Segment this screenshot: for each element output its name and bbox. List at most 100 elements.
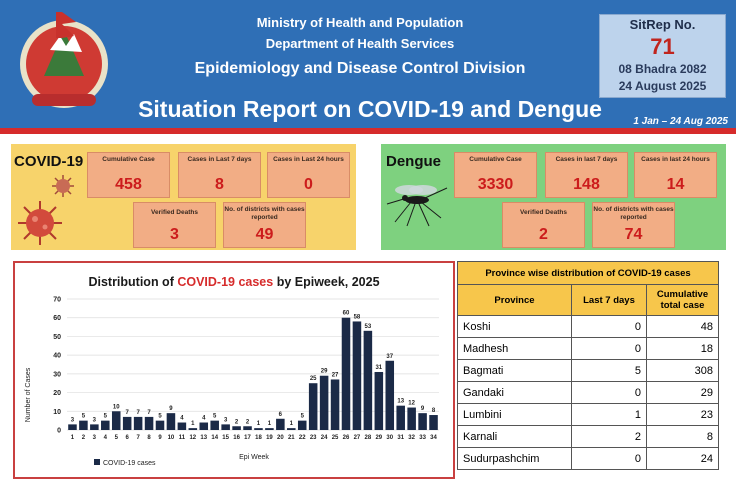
table-row: Lumbini 1 23 <box>457 403 719 426</box>
x-tick-label: 24 <box>321 435 328 441</box>
bar-value-label: 1 <box>191 421 195 427</box>
bar <box>254 428 263 430</box>
bar <box>429 415 438 430</box>
x-tick-label: 1 <box>71 435 75 441</box>
dengue-deaths-box: Verified Deaths 2 <box>502 202 585 248</box>
last7-value: 0 <box>571 381 647 404</box>
table-row: Sudurpashchim 0 24 <box>457 447 719 470</box>
province-name: Lumbini <box>457 403 572 426</box>
x-tick-label: 17 <box>244 435 251 441</box>
bar <box>133 416 143 430</box>
x-tick-label: 7 <box>136 435 140 441</box>
covid-last24-label: Cases in Last 24 hours <box>273 156 344 163</box>
dengue-cumulative-box: Cumulative Case 3330 <box>454 152 537 198</box>
bar <box>265 428 274 430</box>
y-tick-label: 0 <box>57 428 61 435</box>
bar-value-label: 9 <box>169 406 173 412</box>
cumulative-header: Cumulative total case <box>646 284 719 316</box>
bar <box>276 418 285 430</box>
x-tick-label: 33 <box>419 435 426 441</box>
ministry-name: Ministry of Health and Population <box>256 15 464 30</box>
x-tick-label: 27 <box>354 435 361 441</box>
x-tick-label: 2 <box>82 435 86 441</box>
chart-y-ticks: 0 10 20 30 40 50 60 70 <box>53 297 61 435</box>
bar-value-label: 5 <box>213 414 217 420</box>
covid-last7-box: Cases in Last 7 days 8 <box>178 152 261 198</box>
x-tick-label: 3 <box>93 435 97 441</box>
covid-districts-value: 49 <box>255 226 274 243</box>
covid-title: COVID-19 <box>14 153 84 170</box>
cumulative-value: 48 <box>646 315 719 338</box>
chart-title: Distribution of COVID-19 cases by Epiwee… <box>88 275 379 289</box>
covid-last24-value: 0 <box>304 176 313 193</box>
bar-value-label: 1 <box>268 421 272 427</box>
province-name: Gandaki <box>457 381 572 404</box>
table-row: Madhesh 0 18 <box>457 337 719 360</box>
bar-value-label: 5 <box>104 414 108 420</box>
x-tick-label: 5 <box>115 435 119 441</box>
bar <box>101 420 110 430</box>
province-header: Province <box>457 284 572 316</box>
report-header: Ministry of Health and Population Depart… <box>0 0 736 128</box>
bar <box>308 383 318 430</box>
table-row: Koshi 0 48 <box>457 315 719 338</box>
dengue-cumulative-label: Cumulative Case <box>469 156 522 163</box>
dengue-deaths-label: Verified Deaths <box>520 209 567 216</box>
covid-last7-label: Cases in Last 7 days <box>187 156 252 163</box>
x-tick-label: 34 <box>430 435 437 441</box>
nepal-emblem-icon <box>20 12 108 108</box>
y-tick-label: 70 <box>53 297 61 304</box>
x-tick-label: 12 <box>189 435 196 441</box>
covid-cumulative-label: Cumulative Case <box>102 156 155 163</box>
bar <box>418 413 427 430</box>
bar <box>287 428 296 430</box>
x-tick-label: 21 <box>288 435 295 441</box>
cumulative-value: 308 <box>646 359 719 382</box>
y-tick-label: 40 <box>53 353 61 360</box>
bar <box>177 422 187 430</box>
dengue-districts-value: 74 <box>624 226 643 243</box>
cumulative-value: 18 <box>646 337 719 360</box>
report-title: Situation Report on COVID-19 and Dengue <box>138 96 602 122</box>
last7-value: 0 <box>571 447 647 470</box>
x-tick-label: 6 <box>126 435 130 441</box>
virus-icon <box>52 175 74 197</box>
bar-value-label: 5 <box>301 414 305 420</box>
bar-value-label: 9 <box>421 406 425 412</box>
province-name: Karnali <box>457 425 572 448</box>
bar <box>243 426 252 430</box>
report-period: 1 Jan – 24 Aug 2025 <box>633 116 728 127</box>
table-row: Bagmati 5 308 <box>457 359 719 382</box>
covid-districts-label: No. of districts with cases reported <box>224 206 305 221</box>
bar-value-label: 37 <box>386 354 393 360</box>
bar <box>374 371 384 430</box>
dengue-deaths-value: 2 <box>539 226 548 243</box>
dengue-districts-box: No. of districts with cases reported 74 <box>592 202 675 248</box>
header-divider <box>0 128 736 134</box>
bar <box>396 405 405 430</box>
chart-x-axis-label: Epi Week <box>239 454 269 461</box>
x-tick-label: 11 <box>179 435 186 441</box>
x-tick-label: 8 <box>147 435 151 441</box>
x-tick-label: 13 <box>200 435 207 441</box>
province-table: Province wise distribution of COVID-19 c… <box>457 261 719 470</box>
bar <box>68 424 77 430</box>
division-name: Epidemiology and Disease Control Divisio… <box>194 60 526 77</box>
bar-value-label: 3 <box>224 417 228 423</box>
x-tick-label: 4 <box>104 435 108 441</box>
bar-value-label: 58 <box>354 314 361 320</box>
last7-value: 1 <box>571 403 647 426</box>
bar <box>155 420 165 430</box>
bar <box>166 413 176 430</box>
cumulative-value: 24 <box>646 447 719 470</box>
bar <box>79 420 88 430</box>
epiweek-chart-frame: Distribution of COVID-19 cases by Epiwee… <box>13 261 455 479</box>
bar-value-label: 5 <box>82 414 86 420</box>
province-table-title: Province wise distribution of COVID-19 c… <box>457 261 719 285</box>
x-tick-label: 19 <box>266 435 273 441</box>
bar <box>352 321 362 430</box>
province-name: Sudurpashchim <box>457 447 572 470</box>
cumulative-value: 23 <box>646 403 719 426</box>
covid-cumulative-value: 458 <box>115 176 142 193</box>
